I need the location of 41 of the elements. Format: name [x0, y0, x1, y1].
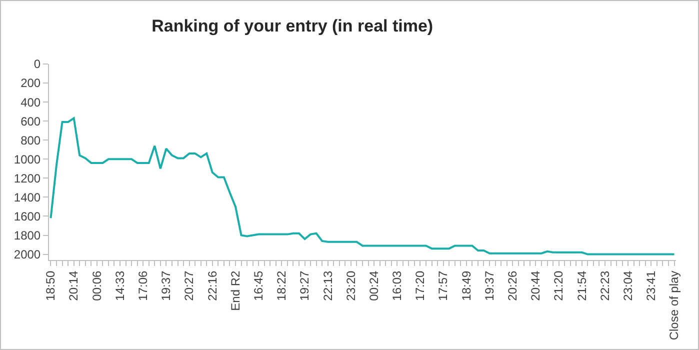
x-tick-label: 19:37	[482, 270, 496, 301]
line-series	[50, 117, 676, 256]
x-tick-label: 21:20	[552, 270, 566, 301]
y-tick-label: 1400	[14, 190, 41, 204]
x-tick-label: 00:24	[366, 270, 381, 301]
y-tick-label: 1600	[14, 209, 41, 224]
y-tick-label: 1200	[14, 171, 41, 186]
x-tick-label: 18:22	[274, 270, 289, 301]
x-tick-label: 16:45	[251, 270, 266, 301]
y-tick-label: 800	[20, 133, 41, 148]
y-tick-label: 1000	[14, 152, 41, 166]
x-tick-label: 20:27	[182, 270, 196, 301]
x-tick-label: 21:54	[574, 270, 589, 301]
x-tick-label: 22:16	[205, 270, 220, 301]
x-tick-label: 18:49	[459, 270, 474, 301]
x-tick-label: 14:33	[112, 270, 127, 301]
y-tick-label: 1800	[14, 228, 41, 242]
x-tick-label: 20:14	[66, 270, 81, 301]
x-tick-label: 19:37	[159, 270, 174, 301]
x-tick-label: 22:13	[320, 270, 335, 301]
y-tick-label: 2000	[14, 247, 41, 262]
x-tick-label: 17:57	[436, 270, 450, 301]
x-tick-label: 18:50	[44, 270, 58, 301]
x-tick-label: 00:06	[90, 270, 104, 301]
x-tick-label: 19:27	[298, 270, 312, 301]
x-tick-label: 20:44	[528, 270, 543, 301]
x-tick-label: Close of play	[667, 270, 682, 340]
x-tick-label: 17:20	[413, 270, 428, 301]
x-tick-label: 20:26	[506, 270, 520, 301]
x-tick-label: 17:06	[136, 270, 150, 301]
x-tick-label: 22:23	[598, 270, 612, 301]
y-tick-label: 0	[34, 57, 41, 72]
chart-title: Ranking of your entry (in real time)	[152, 16, 434, 36]
y-tick-label: 200	[20, 76, 41, 90]
y-tick-label: 600	[20, 114, 41, 128]
x-tick-label: 23:20	[344, 270, 358, 301]
x-tick-label: End R2	[228, 270, 242, 311]
x-tick-label: 23:04	[620, 270, 635, 301]
x-tick-label: 16:03	[390, 270, 404, 301]
y-tick-label: 400	[20, 95, 41, 110]
x-tick-label: 23:41	[644, 270, 658, 301]
